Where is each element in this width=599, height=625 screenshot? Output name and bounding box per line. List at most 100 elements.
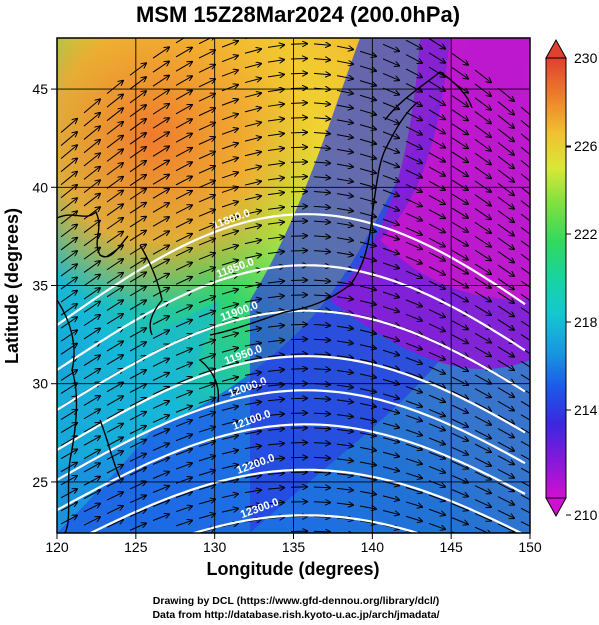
wind-arrow bbox=[313, 44, 330, 45]
wind-arrow bbox=[405, 227, 422, 235]
wind-arrow bbox=[336, 253, 353, 256]
wind-arrow bbox=[405, 386, 422, 392]
wind-arrow bbox=[474, 249, 491, 260]
wind-arrow bbox=[382, 43, 399, 51]
wind-arrow bbox=[198, 137, 215, 145]
wind-arrow bbox=[382, 335, 399, 341]
wind-arrow bbox=[152, 203, 169, 213]
wind-arrow bbox=[175, 306, 192, 314]
wind-arrow bbox=[152, 118, 169, 129]
wind-arrow bbox=[244, 505, 261, 508]
wind-arrow bbox=[221, 85, 238, 92]
x-tick-label: 150 bbox=[518, 539, 542, 555]
wind-arrow bbox=[359, 373, 376, 378]
wind-arrow bbox=[359, 521, 376, 524]
wind-arrow bbox=[221, 231, 238, 237]
wind-arrow bbox=[520, 200, 530, 209]
wind-arrow bbox=[313, 457, 330, 458]
wind-arrow bbox=[106, 341, 123, 352]
wind-arrow bbox=[336, 370, 353, 372]
colorbar: 210 214 218 222 226 230 bbox=[545, 38, 598, 523]
wind-arrow bbox=[175, 506, 192, 513]
wind-arrow bbox=[129, 203, 146, 214]
wind-arrow bbox=[221, 56, 238, 63]
wind-arrow bbox=[336, 179, 353, 182]
wind-arrow bbox=[428, 166, 445, 176]
wind-arrow bbox=[175, 349, 192, 356]
wind-arrow bbox=[129, 286, 146, 297]
wind-arrow bbox=[83, 436, 100, 446]
wind-arrow bbox=[175, 62, 192, 72]
wind-arrow bbox=[382, 233, 399, 240]
wind-arrow bbox=[359, 418, 376, 421]
wind-arrow bbox=[175, 363, 192, 371]
wind-arrow bbox=[244, 225, 261, 230]
wind-arrow bbox=[520, 186, 530, 195]
wind-arrow bbox=[83, 517, 100, 526]
wind-arrow bbox=[60, 172, 77, 186]
wind-arrow bbox=[60, 238, 77, 251]
wind-arrow bbox=[267, 207, 284, 209]
wind-arrow bbox=[336, 194, 353, 197]
wind-arrow bbox=[129, 328, 146, 338]
wind-arrow bbox=[359, 94, 376, 100]
wind-arrow bbox=[129, 77, 146, 90]
wind-arrow bbox=[175, 119, 192, 129]
coastline-taiwan bbox=[99, 419, 121, 479]
wind-arrow bbox=[221, 70, 238, 77]
wind-arrow bbox=[520, 226, 530, 235]
wind-arrow bbox=[198, 94, 215, 102]
wind-arrow bbox=[474, 125, 491, 137]
wind-arrow bbox=[405, 443, 422, 449]
wind-arrow bbox=[405, 39, 422, 49]
wind-arrow bbox=[382, 189, 399, 196]
wind-arrow bbox=[428, 209, 445, 219]
wind-arrow bbox=[198, 224, 215, 232]
wind-arrow bbox=[405, 212, 422, 220]
wind-arrow bbox=[336, 90, 353, 93]
wind-arrow bbox=[405, 241, 422, 249]
wind-arrow bbox=[244, 446, 261, 449]
wind-arrow bbox=[244, 461, 261, 464]
wind-arrow bbox=[313, 324, 330, 325]
wind-arrow bbox=[244, 181, 261, 186]
wind-arrow bbox=[152, 472, 169, 479]
wind-arrow bbox=[520, 320, 530, 328]
wind-arrow bbox=[152, 231, 169, 241]
wind-arrow bbox=[313, 103, 330, 104]
wind-arrow bbox=[198, 340, 215, 347]
wind-arrow bbox=[497, 291, 514, 303]
y-tick-label: 40 bbox=[32, 179, 48, 195]
wind-arrow bbox=[520, 427, 530, 434]
wind-arrow bbox=[175, 406, 192, 413]
wind-arrow bbox=[405, 371, 422, 378]
wind-arrow bbox=[382, 495, 399, 500]
x-tick-label: 130 bbox=[203, 539, 227, 555]
wind-arrow bbox=[474, 443, 491, 452]
wind-arrow bbox=[129, 175, 146, 186]
wind-arrow bbox=[83, 423, 100, 433]
wind-arrow bbox=[152, 373, 169, 381]
wind-arrow bbox=[313, 236, 330, 237]
wind-arrow bbox=[244, 358, 261, 361]
wind-arrow bbox=[451, 137, 468, 149]
wind-arrow bbox=[474, 235, 491, 246]
wind-arrow bbox=[60, 158, 77, 173]
wind-arrow bbox=[313, 162, 330, 163]
wind-arrow bbox=[198, 456, 215, 462]
wind-arrow bbox=[129, 91, 146, 104]
wind-arrow bbox=[382, 218, 399, 225]
wind-arrow bbox=[520, 106, 530, 116]
wind-arrow bbox=[267, 473, 284, 475]
wind-arrow bbox=[244, 416, 261, 419]
y-tick-label: 25 bbox=[32, 474, 48, 490]
wind-arrow bbox=[129, 398, 146, 407]
wind-arrow bbox=[83, 409, 100, 420]
wind-arrow bbox=[267, 74, 284, 76]
wind-arrow bbox=[405, 169, 422, 178]
wind-arrow bbox=[244, 211, 261, 215]
wind-arrow bbox=[60, 119, 77, 133]
wind-arrow bbox=[451, 320, 468, 330]
wind-arrow bbox=[313, 147, 330, 148]
